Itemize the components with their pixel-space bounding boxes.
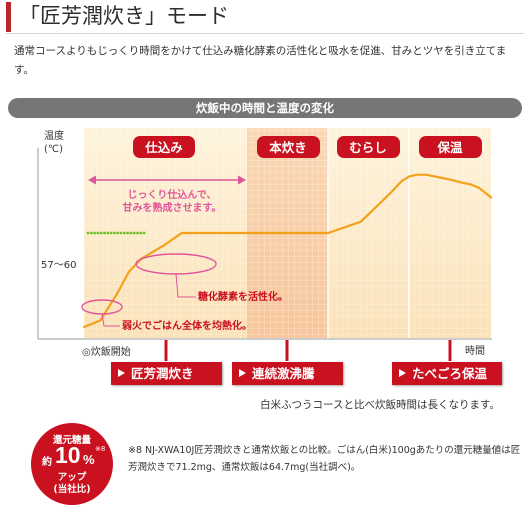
- tag-tabegoro-warm: たべごろ保温: [392, 362, 502, 385]
- plateau-dot: [86, 231, 90, 235]
- phase-label-boil-text: 本炊き: [269, 140, 307, 155]
- plateau-dot: [142, 231, 146, 235]
- tag-continuous-boil: 連続激沸騰: [232, 362, 343, 385]
- phase-label-warm: 保温: [419, 136, 482, 158]
- y-tick-label: 57～60: [41, 260, 76, 271]
- x-end-label: 時間: [465, 345, 485, 357]
- badge-up-label: アップ: [57, 472, 87, 483]
- badge-unit: %: [83, 452, 95, 467]
- plateau-dot: [126, 231, 129, 235]
- play-arrow-icon: [399, 369, 406, 377]
- section-band: 炊飯中の時間と温度の変化: [8, 98, 522, 118]
- badge-footnote-mark: ※8: [95, 445, 106, 453]
- y-axis-label-line2: (℃): [44, 144, 63, 155]
- soak-range-arrow: [88, 175, 246, 185]
- phase-label-steam: むらし: [337, 136, 400, 158]
- plateau-dot: [122, 231, 126, 235]
- phase-label-prep: 仕込み: [133, 136, 195, 158]
- badge-prefix: 約: [42, 457, 52, 468]
- badge-comparison-label: (当社比): [53, 484, 91, 495]
- tag-label: 連続激沸騰: [252, 366, 315, 381]
- play-arrow-icon: [118, 369, 125, 377]
- phase-label-warm-text: 保温: [436, 140, 463, 155]
- plateau-dot: [129, 231, 133, 235]
- tag-takumi-houjun: 匠芳潤炊き: [111, 362, 222, 385]
- plateau-dot: [99, 231, 103, 235]
- tag-label: たべごろ保温: [412, 366, 488, 381]
- plateau-dots: [86, 231, 146, 235]
- section-band-title: 炊飯中の時間と温度の変化: [196, 101, 334, 115]
- badge-title: 還元糖量: [52, 435, 91, 446]
- title-divider: [6, 33, 524, 34]
- plateau-dot: [119, 231, 123, 235]
- phase-label-prep-text: 仕込み: [144, 140, 183, 155]
- plateau-dot: [139, 231, 143, 235]
- enzyme-leader-line: [175, 273, 196, 298]
- plateau-dot: [106, 231, 110, 235]
- page-title: 「匠芳潤炊き」モード: [6, 2, 524, 32]
- phase-label-steam-text: むらし: [349, 140, 387, 155]
- annotation-slow-soak-line2: 甘みを熟成させます。: [123, 201, 222, 214]
- tag-label: 匠芳潤炊き: [131, 366, 194, 381]
- badge-number: 10: [55, 442, 81, 468]
- reducing-sugar-badge: 還元糖量 約 10 % ※8 アップ (当社比): [31, 423, 113, 505]
- plateau-dot: [103, 231, 106, 235]
- plateau-dot: [136, 231, 139, 235]
- x-start-label: ◎炊飯開始: [82, 345, 131, 358]
- plateau-dot: [109, 231, 113, 235]
- annotation-enzyme: 糖化酵素を活性化。: [198, 290, 288, 303]
- y-axis-label-line1: 温度: [44, 129, 64, 142]
- low-heat-leader-line: [101, 313, 120, 327]
- plateau-dot: [89, 231, 93, 235]
- plateau-dot: [113, 231, 116, 235]
- plateau-dot: [132, 231, 136, 235]
- phase-label-boil: 本炊き: [257, 136, 320, 158]
- cooking-time-note: 白米ふつうコースと比べ炊飯時間は長くなります。: [260, 399, 500, 411]
- temperature-curve: [82, 173, 493, 329]
- plateau-dot: [116, 231, 120, 235]
- intro-text: 通常コースよりもじっくり時間をかけて仕込み糖化酵素の活性化と吸水を促進、甘みとツ…: [14, 45, 507, 76]
- plateau-dot: [96, 231, 100, 235]
- plateau-dot: [93, 231, 96, 235]
- footnote-text: ※8 NJ-XWA10J匠芳潤炊きと通常炊飯との比較。ごはん(白米)100gあた…: [128, 445, 521, 473]
- annotation-low-heat: 弱火でごはん全体を均熱化。: [122, 319, 252, 332]
- annotation-slow-soak-line1: じっくり仕込んで、: [127, 188, 216, 201]
- play-arrow-icon: [239, 369, 246, 377]
- temperature-chart: 温度 (℃) 57～60 ◎炊飯開始 時間 仕込み 本炊き むらし 保温 じっく…: [37, 128, 493, 361]
